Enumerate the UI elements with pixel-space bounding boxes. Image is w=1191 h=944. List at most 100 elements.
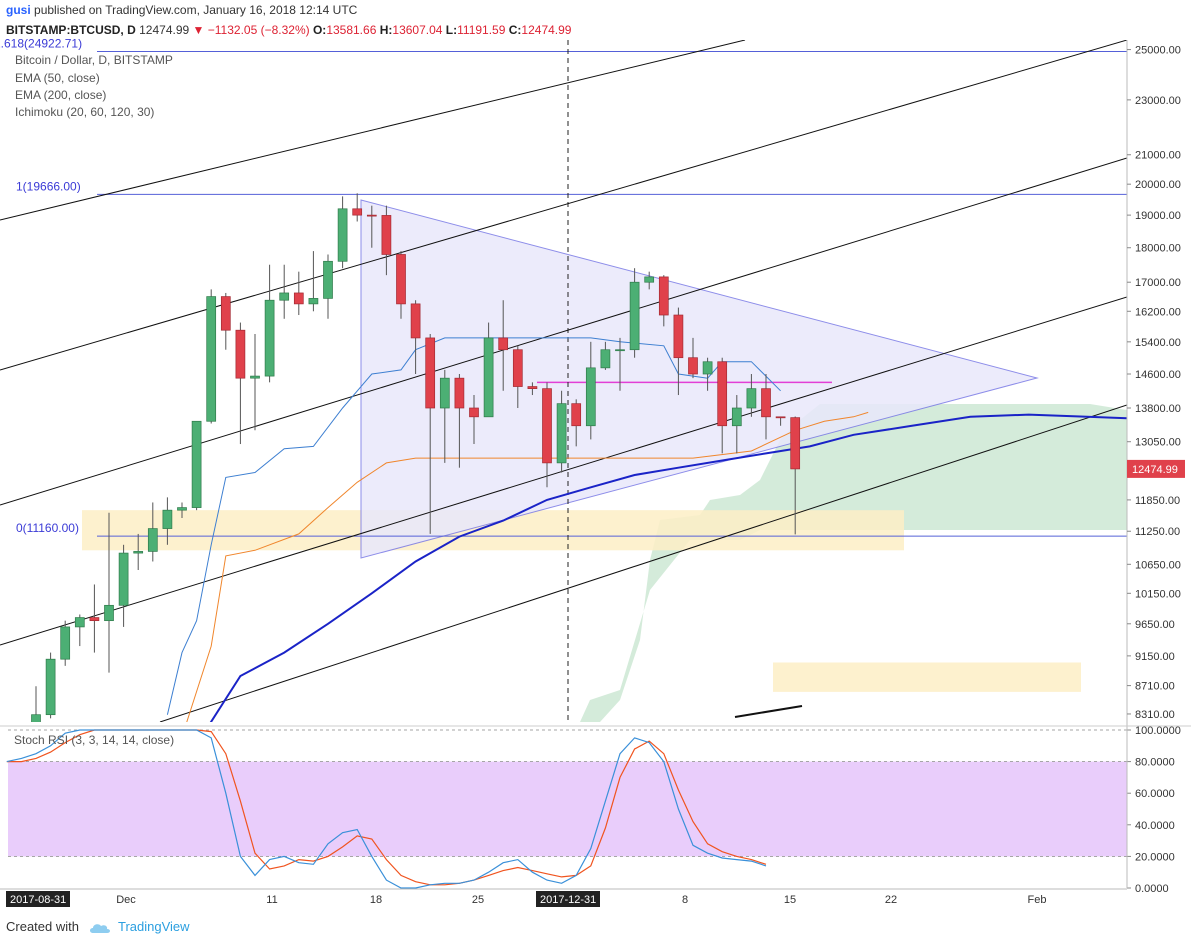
candle-body (74, 617, 85, 628)
price-tick-label: 18000.00 (1135, 243, 1181, 255)
time-tick-label: 8 (682, 894, 688, 906)
stoch-tick-label: 80.0000 (1135, 757, 1175, 769)
time-tick-label: Feb (1028, 894, 1047, 906)
candle-body (571, 403, 582, 427)
footer: Created with TradingView (0, 910, 1191, 944)
price-tick-label: 8310.00 (1135, 709, 1175, 721)
price-tick-label: 13800.00 (1135, 403, 1181, 415)
candle-body (790, 417, 801, 470)
candle-body (352, 208, 363, 216)
quote-line: BITSTAMP:BTCUSD, D 12474.99 ▼ −1132.05 (… (6, 21, 571, 39)
time-tick-label: 11 (266, 894, 277, 906)
candle-body (527, 386, 538, 390)
candle-body (323, 260, 333, 299)
candle-body (31, 714, 41, 722)
candle-body (60, 626, 71, 660)
stoch-tick-label: 40.0000 (1135, 820, 1175, 832)
candle-body (118, 552, 129, 606)
price-change: −1132.05 (−8.32%) (207, 23, 310, 37)
symbol-label: BITSTAMP:BTCUSD, D (6, 23, 136, 37)
price-tick-label: 21000.00 (1135, 150, 1181, 162)
fib-label-one: 1(19666.00) (16, 179, 81, 193)
channel-line (0, 40, 1127, 371)
candle-body (191, 420, 202, 508)
price-tick-label: 11250.00 (1135, 526, 1180, 538)
candle-body (279, 292, 290, 301)
candle-body (454, 377, 465, 409)
stoch-rsi-label: Stoch RSI (3, 3, 14, 14, close) (14, 733, 174, 747)
last-price-label: 12474.99 (1132, 464, 1178, 476)
last-price: 12474.99 (139, 23, 190, 37)
high-value: 13607.04 (392, 23, 443, 37)
price-tick-label: 14600.00 (1135, 369, 1181, 381)
candle-body (425, 337, 436, 409)
candle-body (731, 407, 742, 427)
author-name[interactable]: gusi (6, 3, 31, 17)
stoch-tick-label: 20.0000 (1135, 851, 1175, 863)
last-price-badge (1127, 459, 1185, 478)
legend-ema50: EMA (50, close) (15, 71, 100, 85)
fib-label-zero: 0(11160.00) (16, 521, 79, 535)
price-tick-label: 23000.00 (1135, 95, 1181, 107)
candle-body (206, 296, 217, 422)
candle-body (45, 658, 56, 716)
time-tick-label: 22 (885, 894, 897, 906)
ema50-line (209, 413, 1127, 722)
candle-body (264, 299, 275, 377)
ema200-line (186, 411, 869, 722)
candle-body (381, 215, 392, 255)
tradingview-logo[interactable]: TradingView (118, 919, 190, 934)
candle-body (556, 403, 567, 464)
channel-line (159, 404, 1127, 722)
legend-ema200: EMA (200, close) (15, 88, 106, 102)
price-tick-label: 9650.00 (1135, 619, 1175, 631)
candle-body (644, 276, 655, 283)
time-tick-label: Dec (116, 894, 136, 906)
candle-body (177, 507, 187, 511)
candle-body (147, 528, 158, 552)
tradingview-cloud-icon (89, 923, 110, 933)
price-tick-label: 13050.00 (1135, 437, 1181, 449)
price-tick-label: 10150.00 (1135, 588, 1181, 600)
open-value: 13581.66 (326, 23, 377, 37)
candle-body (775, 416, 786, 419)
candle-body (585, 367, 596, 427)
publish-info: published on TradingView.com, January 16… (34, 3, 358, 17)
time-badge (6, 891, 70, 907)
candle-body (688, 357, 698, 375)
candle-body (308, 298, 319, 305)
support-zone (773, 662, 1081, 692)
candle-body (235, 329, 246, 379)
stoch-tick-label: 100.0000 (1135, 725, 1181, 737)
candle-body (658, 276, 669, 316)
legend-ichimoku: Ichimoku (20, 60, 120, 30) (15, 105, 154, 119)
channel-line (0, 157, 1127, 506)
high-label: H: (379, 23, 393, 37)
candle-body (542, 388, 552, 464)
price-tick-label: 10650.00 (1135, 559, 1181, 571)
price-chart[interactable]: 100.0000 80.0000 60.0000 40.0000 20.0000 0.00… (0, 0, 1191, 910)
candle-body (600, 349, 611, 369)
time-badge-label: 2017-08-31 (10, 894, 66, 906)
candle-body (133, 551, 144, 554)
time-badge-label: 2017-12-31 (540, 894, 596, 906)
price-tick-label: 19000.00 (1135, 210, 1181, 222)
stoch-tick-label: 60.0000 (1135, 788, 1175, 800)
triangle-pattern (360, 199, 1039, 559)
time-tick-label: 18 (370, 894, 382, 906)
trend-line (734, 705, 803, 718)
fib-label-top: 1.618(24922.71) (0, 36, 82, 50)
candle-body (702, 361, 713, 375)
low-label: L: (445, 23, 458, 37)
time-tick-label: 15 (784, 894, 796, 906)
legend-title: Bitcoin / Dollar, D, BITSTAMP (15, 53, 173, 67)
candle-body (89, 617, 100, 622)
price-tick-label: 15400.00 (1135, 337, 1181, 349)
candle-body (104, 604, 114, 622)
candle-body (439, 377, 450, 409)
candle-body (615, 349, 625, 352)
open-label: O: (312, 23, 327, 37)
price-tick-label: 20000.00 (1135, 179, 1181, 191)
ichimoku-cloud (580, 404, 1127, 722)
channel-line (0, 296, 1127, 646)
